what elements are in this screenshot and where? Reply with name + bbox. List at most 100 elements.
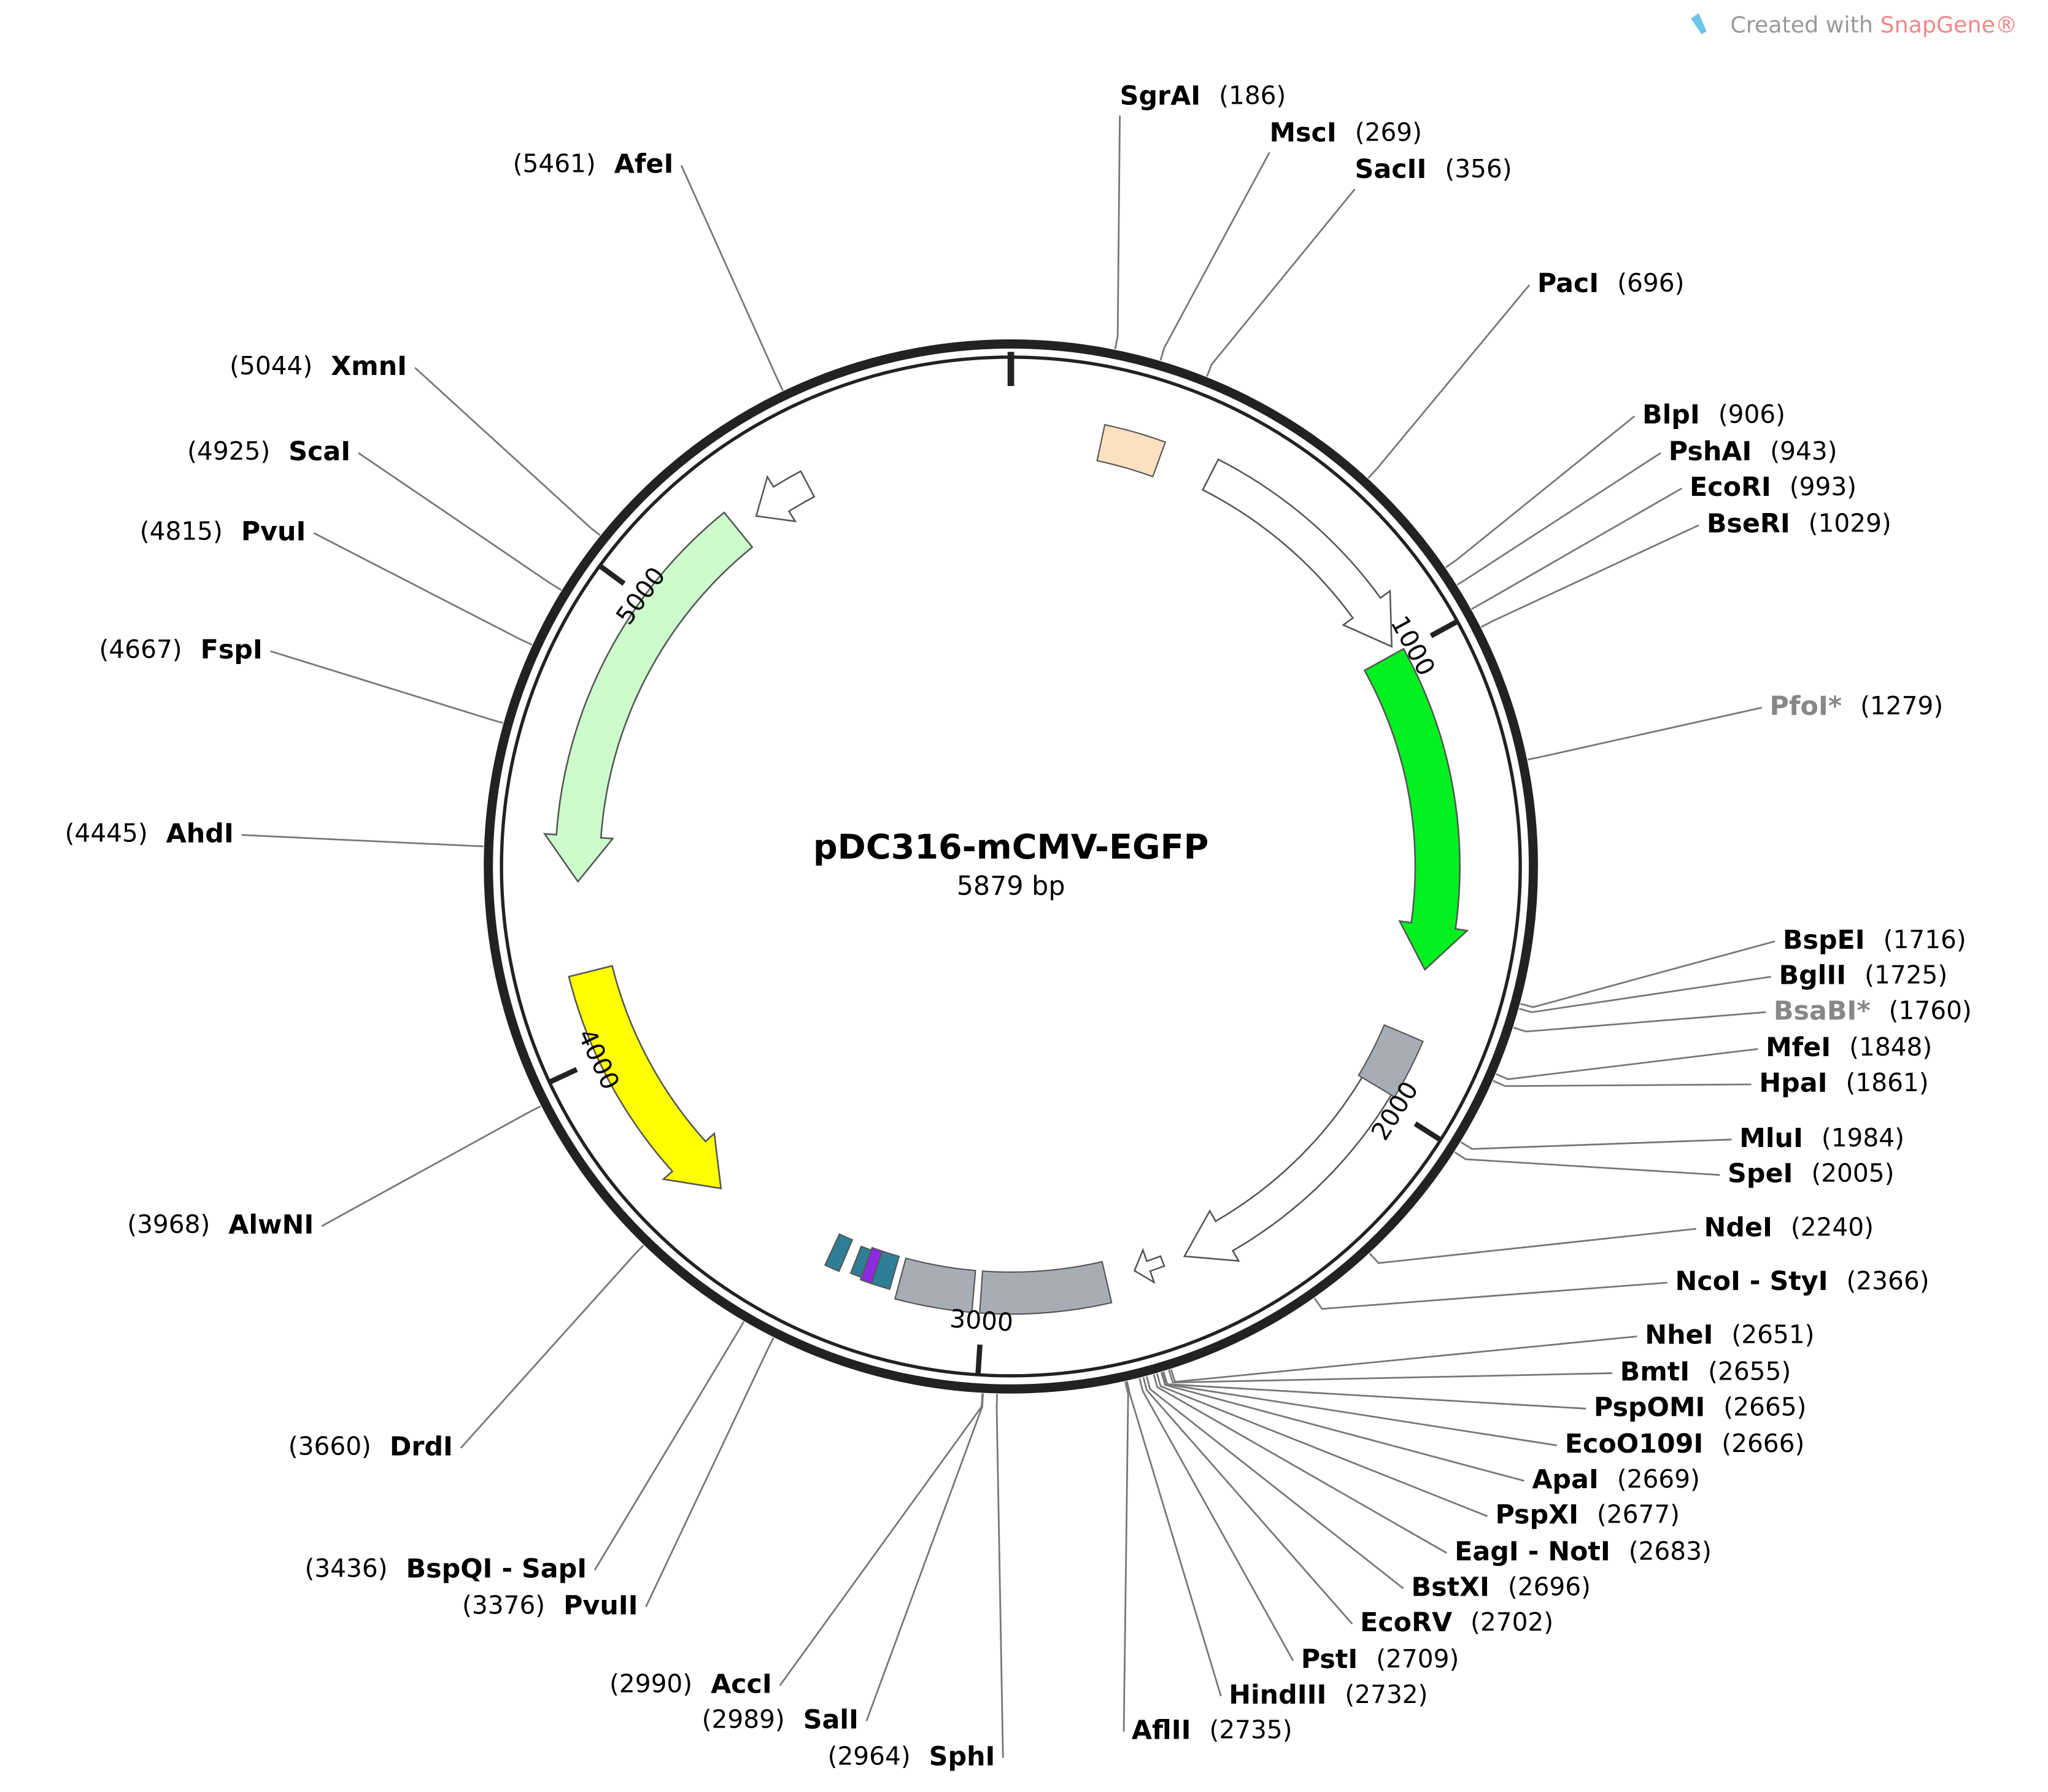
site-leader (1518, 976, 1771, 1013)
site-position: (4667) (99, 635, 182, 664)
site-name: BmtI (1620, 1356, 1690, 1387)
site-name: MfeI (1766, 1032, 1831, 1063)
feature-arrow (568, 965, 722, 1189)
site-name: AlwNI (228, 1209, 314, 1240)
site-name: PspXI (1495, 1499, 1579, 1530)
site-leader (593, 1321, 745, 1571)
site-leader (1138, 1378, 1294, 1661)
site-name: NcoI - StyI (1675, 1265, 1828, 1296)
site-position: (1984) (1822, 1123, 1904, 1153)
site-leader (241, 834, 484, 848)
site-leader (358, 452, 562, 591)
site-position: (1029) (1809, 509, 1892, 538)
site-name: BspQI - SapI (406, 1553, 587, 1584)
site-position-value: 1029 (1818, 509, 1882, 538)
site-label: EcoO109I (2666) (1565, 1429, 1805, 1459)
site-name: SpeI (1728, 1158, 1793, 1189)
site-position: (5461) (513, 149, 596, 179)
site-name: PshAI (1669, 436, 1752, 467)
site-label: EcoRV (2702) (1360, 1607, 1553, 1638)
site-position: (2683) (1629, 1537, 1712, 1566)
site-name: BstXI (1412, 1572, 1490, 1602)
site-name: BglII (1779, 960, 1846, 991)
site-label: NcoI - StyI (2366) (1675, 1265, 1929, 1296)
site-label: PstI (2709) (1301, 1644, 1459, 1675)
site-position-value: 2990 (619, 1669, 682, 1699)
site-name: HindIII (1229, 1679, 1326, 1710)
site-leader (313, 532, 533, 646)
site-label: MscI (269) (1270, 117, 1422, 148)
site-label: BglII (1725) (1779, 960, 1947, 991)
site-position: (3968) (127, 1210, 210, 1239)
site-leader (1445, 415, 1636, 568)
site-position-value: 186 (1229, 80, 1277, 110)
site-position: (4445) (65, 819, 148, 848)
feature-box (1096, 423, 1167, 478)
site-position-value: 2683 (1639, 1537, 1702, 1566)
site-label: AflII (2735) (1132, 1715, 1293, 1745)
site-position: (2709) (1376, 1644, 1459, 1674)
site-position-value: 2696 (1518, 1572, 1581, 1601)
site-label: PacI (696) (1537, 268, 1685, 299)
site-leader (414, 366, 601, 536)
site-position-value: 2669 (1627, 1464, 1690, 1494)
site-leader (680, 165, 784, 391)
site-name: MscI (1270, 117, 1337, 148)
site-label: PspXI (2677) (1495, 1499, 1680, 1530)
site-leader (865, 1393, 984, 1721)
tick-mark (1413, 1121, 1442, 1143)
site-position-value: 1861 (1855, 1068, 1919, 1097)
site-position-value: 2655 (1718, 1357, 1781, 1386)
site-position: (2990) (609, 1669, 692, 1699)
site-name: SacII (1355, 154, 1427, 185)
site-leader (1313, 1281, 1667, 1310)
site-leader (1460, 1138, 1732, 1150)
site-name: EagI - NotI (1455, 1536, 1610, 1567)
site-label: (4445) AhdI (65, 818, 234, 849)
site-position: (2655) (1708, 1357, 1791, 1386)
site-position-value: 5044 (239, 351, 303, 380)
site-label: (3436) BspQI - SapI (304, 1553, 587, 1584)
site-label: BseRI (1029) (1707, 508, 1892, 539)
site-leader (1153, 1374, 1447, 1554)
site-leader (460, 1245, 644, 1449)
site-label: MluI (1984) (1739, 1122, 1904, 1153)
site-position: (2651) (1731, 1320, 1814, 1350)
site-leader (270, 650, 503, 724)
site-label: (4667) FspI (99, 635, 263, 665)
site-label: BstXI (2696) (1412, 1572, 1591, 1602)
site-leader (1114, 115, 1121, 350)
site-label: (2989) SalI (702, 1704, 859, 1735)
site-name: BlpI (1642, 400, 1700, 430)
site-position: (2666) (1721, 1429, 1804, 1458)
site-position: (3436) (304, 1553, 387, 1583)
features (543, 423, 1469, 1315)
site-label: NdeI (2240) (1704, 1212, 1874, 1243)
site-name: PstI (1301, 1644, 1358, 1675)
site-leader (1156, 1373, 1488, 1518)
site-position: (3660) (288, 1431, 371, 1461)
site-position: (356) (1445, 154, 1512, 183)
site-position-value: 943 (1780, 436, 1828, 466)
site-name: SphI (929, 1741, 995, 1772)
site-position-value: 2677 (1607, 1500, 1670, 1529)
site-name: BseRI (1707, 508, 1790, 539)
tick-mark (1429, 619, 1459, 638)
site-label: (2964) SphI (828, 1741, 995, 1772)
site-position: (993) (1790, 472, 1857, 501)
site-name: MluI (1739, 1122, 1803, 1153)
site-position-value: 4667 (109, 635, 172, 664)
site-position-value: 269 (1365, 117, 1413, 147)
snapgene-icon (1691, 13, 1707, 34)
site-position-value: 2989 (712, 1704, 775, 1734)
site-position-value: 1716 (1893, 925, 1957, 954)
site-position-value: 1760 (1899, 995, 1962, 1025)
site-leader (1496, 1048, 1758, 1080)
site-label: ApaI (2669) (1532, 1464, 1700, 1494)
site-position-value: 4445 (74, 819, 137, 848)
site-position: (1716) (1884, 925, 1966, 954)
site-name: PfoI* (1770, 691, 1842, 722)
site-leader (1454, 1151, 1720, 1176)
site-position: (1848) (1849, 1032, 1932, 1062)
